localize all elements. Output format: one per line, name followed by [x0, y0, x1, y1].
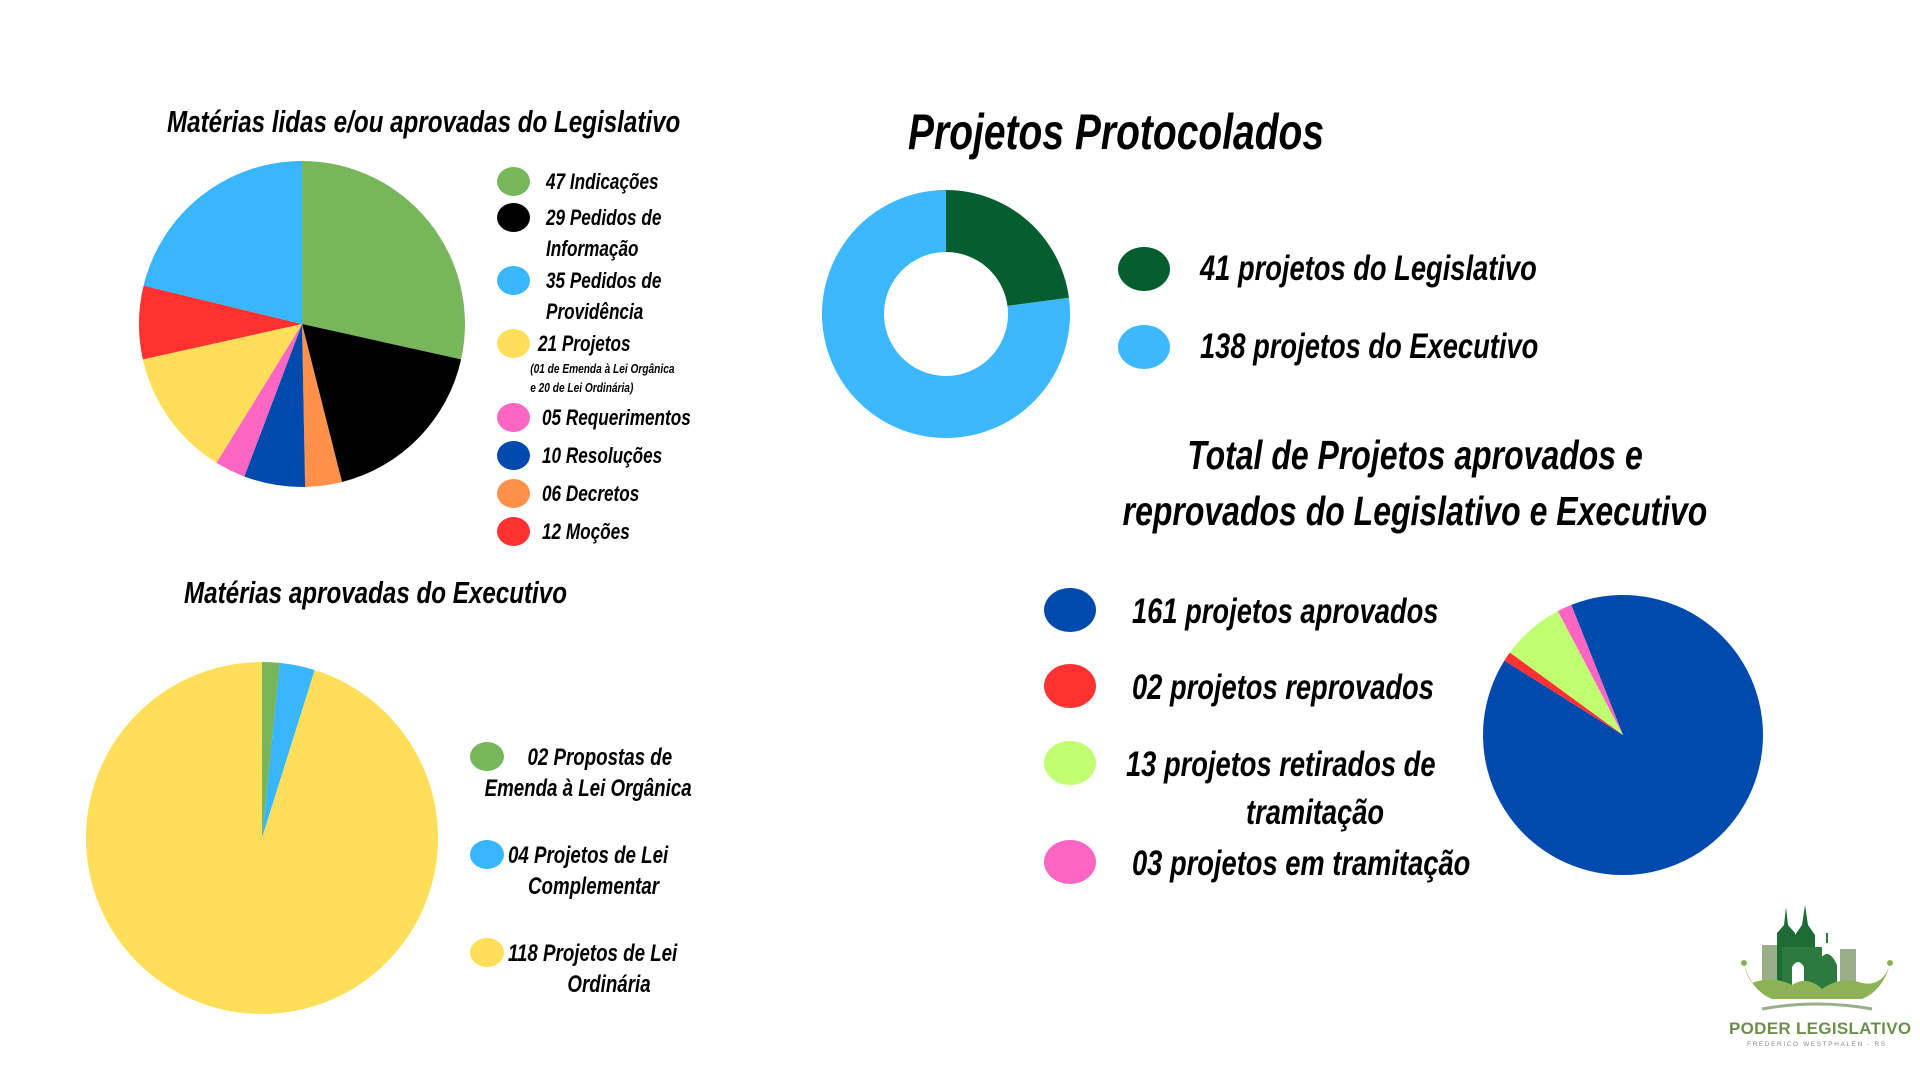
legend-item: 05 Requerimentos [497, 402, 733, 433]
legend-label-line1: 35 Pedidos de [546, 268, 662, 293]
legend-item: 35 Pedidos de Providência [497, 265, 694, 327]
pie-slice [142, 324, 302, 463]
legend-item: 03 projetos em tramitação [1044, 840, 1566, 888]
legend-dot-icon [497, 167, 530, 196]
pie-chart-total [1482, 595, 1763, 875]
legend-label-line1: 118 Projetos de Lei [508, 940, 678, 967]
pie-slice [1509, 611, 1623, 735]
pie-slice [86, 662, 439, 1014]
legend-label-line2: tramitação [1246, 793, 1385, 832]
legend-label: 138 projetos do Executivo [1200, 327, 1539, 366]
legend-dot-icon [497, 441, 530, 470]
legend-dot-icon [1118, 325, 1170, 369]
legend-label: 03 projetos em tramitação [1132, 844, 1471, 883]
legend-label: 21 Projetos (01 de Emenda à Lei Orgânica… [530, 328, 674, 397]
legend-item: 10 Resoluções [497, 440, 696, 471]
legend-item: 29 Pedidos de Informação [497, 202, 694, 264]
pie-slice [1504, 652, 1623, 735]
legend-label: 02 Propostas de Emenda à Lei Orgânica [485, 742, 692, 804]
pie-slice [244, 324, 306, 488]
legend-item: 02 Propostas de Emenda à Lei Orgânica [470, 742, 743, 804]
legend-label: 35 Pedidos de Providência [546, 265, 661, 327]
title-total: Total de Projetos aprovados e reprovados… [1052, 427, 1777, 539]
legend-item: 161 projetos aprovados [1044, 588, 1525, 636]
pie-slice [821, 190, 1070, 438]
legend-dot-icon [470, 742, 504, 771]
legend-label-line2: Providência [546, 299, 644, 324]
legend-dot-icon [497, 517, 530, 546]
legend-sublabel: (01 de Emenda à Lei Orgânica [530, 361, 675, 376]
pie-slice [216, 324, 302, 477]
title-legislativo: Matérias lidas e/ou aprovadas do Legisla… [167, 104, 681, 139]
legend-item: 138 projetos do Executivo [1118, 325, 1634, 369]
legend-dot-icon [470, 840, 504, 869]
legend-item: 47 Indicações [497, 166, 690, 197]
legend-label-line2: Emenda à Lei Orgânica [484, 775, 692, 802]
legend-label: 161 projetos aprovados [1132, 592, 1439, 631]
legend-dot-icon [497, 329, 530, 358]
legend-item: 06 Decretos [497, 478, 667, 509]
legend-label: 41 projetos do Legislativo [1200, 249, 1537, 288]
legend-label-line1: 13 projetos retirados de [1126, 745, 1436, 784]
legend-label: 47 Indicações [546, 169, 659, 194]
legend-sublabel: e 20 de Lei Ordinária) [530, 380, 634, 395]
legend-label-line2: Complementar [528, 873, 660, 900]
pie-slice [302, 324, 342, 487]
legend-label: 118 Projetos de Lei Ordinária [508, 938, 677, 1000]
pie-slice [1557, 604, 1623, 735]
pie-slice [302, 161, 466, 360]
pie-slice [143, 161, 302, 324]
legend-item: 118 Projetos de Lei Ordinária [470, 938, 725, 1000]
legend-label-line1: 04 Projetos de Lei [508, 842, 669, 869]
legend-item: 04 Projetos de Lei Complementar [470, 840, 713, 902]
legend-dot-icon [470, 938, 504, 967]
legend-label: 06 Decretos [542, 481, 640, 506]
legend-label-line2: Informação [546, 236, 639, 261]
legend-item: 02 projetos reprovados [1044, 664, 1519, 712]
pie-slice [302, 324, 462, 483]
logo-subtitle: FREDERICO WESTPHALEN - RS [1747, 1041, 1887, 1048]
logo-name: PODER LEGISLATIVO [1729, 1019, 1912, 1038]
legend-dot-icon [1118, 247, 1170, 291]
legend-label: 12 Moções [542, 519, 630, 544]
donut-chart-protocolados [821, 190, 1070, 438]
legend-label: 02 projetos reprovados [1132, 668, 1434, 707]
poder-legislativo-logo: PODER LEGISLATIVO FREDERICO WESTPHALEN -… [1722, 905, 1912, 1055]
pie-chart-executivo [86, 662, 439, 1014]
legend-label-line1: 29 Pedidos de [546, 205, 662, 230]
legend-label-line1: 02 Propostas de [527, 744, 673, 771]
legend-label: 29 Pedidos de Informação [546, 202, 661, 264]
pie-slice [138, 285, 302, 360]
pie-slice [262, 662, 315, 838]
legend-dot-icon [497, 203, 530, 232]
legend-item: 12 Moções [497, 516, 655, 547]
pie-slice [946, 190, 1069, 306]
legend-label: 05 Requerimentos [542, 405, 691, 430]
legend-dot-icon [497, 479, 530, 508]
legend-item: 13 projetos retirados de tramitação [1044, 741, 1523, 837]
pie-chart-legislativo [138, 161, 466, 488]
legend-item: 21 Projetos (01 de Emenda à Lei Orgânica… [497, 328, 713, 397]
title-total-line1: Total de Projetos aprovados e [1187, 432, 1643, 478]
legend-dot-icon [1044, 588, 1096, 632]
pie-slice [262, 662, 280, 838]
legend-dot-icon [1044, 664, 1096, 708]
legend-label: 10 Resoluções [542, 443, 663, 468]
title-executivo: Matérias aprovadas do Executivo [184, 575, 568, 610]
legend-label-line1: 21 Projetos [538, 331, 631, 356]
title-total-line2: reprovados do Legislativo e Executivo [1122, 488, 1708, 534]
legend-dot-icon [1044, 840, 1096, 884]
legend-dot-icon [497, 266, 530, 295]
cathedral-logo-icon [1741, 905, 1893, 1011]
legend-label-line2: Ordinária [567, 971, 651, 998]
legend-dot-icon [497, 403, 530, 432]
legend-item: 41 projetos do Legislativo [1118, 247, 1632, 291]
title-protocolados: Projetos Protocolados [908, 104, 1325, 160]
legend-label: 04 Projetos de Lei Complementar [508, 840, 668, 902]
legend-label: 13 projetos retirados de tramitação [1126, 741, 1436, 837]
legend-dot-icon [1044, 741, 1096, 785]
